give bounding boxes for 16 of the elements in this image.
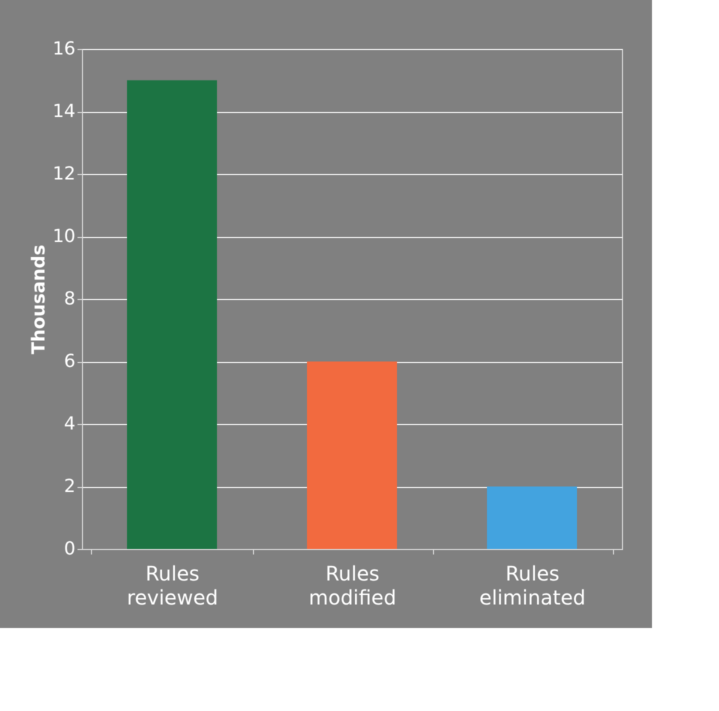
y-axis-title: Thousands: [28, 244, 50, 354]
x-tick-label: Rules eliminated: [479, 562, 586, 610]
x-tick-label: Rules reviewed: [126, 562, 218, 610]
y-tick-label: 0: [64, 538, 76, 560]
y-tick-label: 6: [64, 351, 76, 372]
bar: [307, 362, 397, 549]
y-tick-label: 16: [52, 38, 76, 60]
y-tick-label: 12: [52, 164, 76, 184]
x-tick-label: Rules modified: [308, 562, 396, 610]
y-tick-label: 10: [52, 226, 76, 247]
y-tick-label: 2: [64, 476, 76, 497]
bar: [127, 80, 217, 549]
bar: [487, 486, 577, 549]
y-tick-label: 8: [64, 288, 76, 310]
y-tick-label: 14: [52, 101, 76, 122]
y-tick-label: 4: [64, 414, 76, 434]
